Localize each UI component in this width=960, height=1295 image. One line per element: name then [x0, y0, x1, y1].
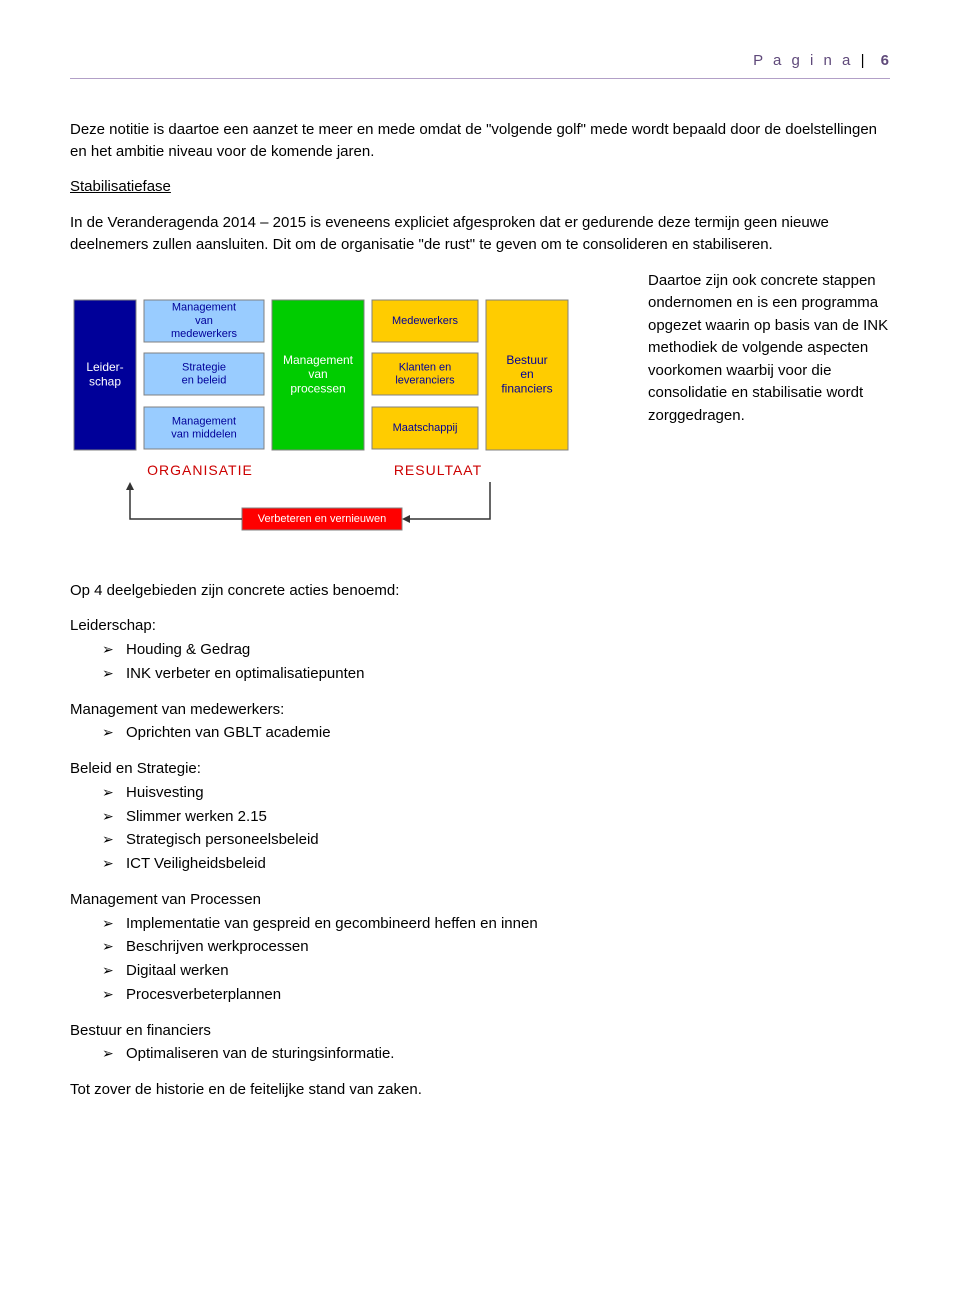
node-mgmt_mid: Managementvan middelen	[144, 407, 264, 449]
list-item: Procesverbeterplannen	[70, 984, 890, 1006]
section-head: Leiderschap:	[70, 615, 890, 637]
svg-text:van middelen: van middelen	[171, 428, 236, 440]
sections-container: Leiderschap:Houding & GedragINK verbeter…	[70, 615, 890, 1065]
svg-text:van: van	[195, 314, 213, 326]
svg-text:leveranciers: leveranciers	[395, 374, 455, 386]
svg-text:Management: Management	[283, 352, 354, 366]
list-item: Huisvesting	[70, 782, 890, 804]
svg-text:en: en	[520, 367, 533, 381]
svg-text:Management: Management	[172, 301, 236, 313]
section-head: Beleid en Strategie:	[70, 758, 890, 780]
section-list: Oprichten van GBLT academie	[70, 722, 890, 744]
list-item: Digitaal werken	[70, 960, 890, 982]
section-list: Implementatie van gespreid en gecombinee…	[70, 913, 890, 1006]
ink-diagram: Leider-schapManagementvanmedewerkersStra…	[70, 270, 630, 550]
page-header: P a g i n a | 6	[70, 50, 890, 79]
svg-text:Verbeteren en vernieuwen: Verbeteren en vernieuwen	[258, 512, 386, 524]
node-mgmt_med: Managementvan medewerkers	[144, 300, 264, 342]
section-head: Bestuur en financiers	[70, 1020, 890, 1042]
feedback-arrowhead-left	[126, 482, 134, 490]
list-item: Houding & Gedrag	[70, 639, 890, 661]
list-item: Strategisch personeelsbeleid	[70, 829, 890, 851]
svg-text:Leider-: Leider-	[86, 359, 123, 373]
node-leider: Leider-schap	[74, 300, 136, 450]
list-item: Implementatie van gespreid en gecombinee…	[70, 913, 890, 935]
feedback-arrow-right	[410, 482, 490, 519]
svg-text:Bestuur: Bestuur	[506, 352, 547, 366]
node-mgmt_proc: Managementvanprocessen	[272, 300, 364, 450]
svg-text:schap: schap	[89, 374, 121, 388]
list-item: Optimaliseren van de sturingsinformatie.	[70, 1043, 890, 1065]
section-list: Houding & GedragINK verbeter en optimali…	[70, 639, 890, 685]
header-page-number: 6	[881, 52, 890, 69]
section-head: Management van Processen	[70, 889, 890, 911]
ink-diagram-svg: Leider-schapManagementvanmedewerkersStra…	[70, 270, 630, 550]
svg-text:en beleid: en beleid	[182, 374, 227, 386]
svg-text:Medewerkers: Medewerkers	[392, 314, 459, 326]
svg-text:financiers: financiers	[501, 381, 552, 395]
list-item: Oprichten van GBLT academie	[70, 722, 890, 744]
stab-title: Stabilisatiefase	[70, 176, 890, 198]
intro-paragraph: Deze notitie is daartoe een aanzet te me…	[70, 119, 890, 163]
svg-text:medewerkers: medewerkers	[171, 328, 238, 340]
node-klant: Klanten enleveranciers	[372, 353, 478, 395]
svg-text:Strategie: Strategie	[182, 361, 226, 373]
list-item: INK verbeter en optimalisatiepunten	[70, 663, 890, 685]
stab-body: In de Veranderagenda 2014 – 2015 is even…	[70, 212, 890, 256]
node-medew: Medewerkers	[372, 300, 478, 342]
node-bestuur: Bestuurenfinanciers	[486, 300, 568, 450]
label-org: ORGANISATIE	[147, 462, 253, 478]
closing: Tot zover de historie en de feitelijke s…	[70, 1079, 890, 1101]
label-res: RESULTAAT	[394, 462, 482, 478]
list-item: ICT Veiligheidsbeleid	[70, 853, 890, 875]
svg-text:Management: Management	[172, 415, 236, 427]
feedback-arrow-left	[130, 488, 242, 519]
section-list: HuisvestingSlimmer werken 2.15Strategisc…	[70, 782, 890, 875]
svg-text:Maatschappij: Maatschappij	[393, 421, 458, 433]
diagram-side-text: Daartoe zijn ook concrete stappen ondern…	[648, 270, 890, 428]
header-label: P a g i n a	[753, 52, 853, 69]
list-item: Slimmer werken 2.15	[70, 806, 890, 828]
section-head: Management van medewerkers:	[70, 699, 890, 721]
svg-text:processen: processen	[290, 381, 345, 395]
svg-text:van: van	[308, 367, 327, 381]
sections-intro: Op 4 deelgebieden zijn concrete acties b…	[70, 580, 890, 602]
list-item: Beschrijven werkprocessen	[70, 936, 890, 958]
diagram-row: Leider-schapManagementvanmedewerkersStra…	[70, 270, 890, 550]
svg-text:Klanten en: Klanten en	[399, 361, 452, 373]
node-verbeter: Verbeteren en vernieuwen	[242, 508, 402, 530]
feedback-arrowhead-right	[402, 515, 410, 523]
node-maats: Maatschappij	[372, 407, 478, 449]
node-strat: Strategieen beleid	[144, 353, 264, 395]
section-list: Optimaliseren van de sturingsinformatie.	[70, 1043, 890, 1065]
